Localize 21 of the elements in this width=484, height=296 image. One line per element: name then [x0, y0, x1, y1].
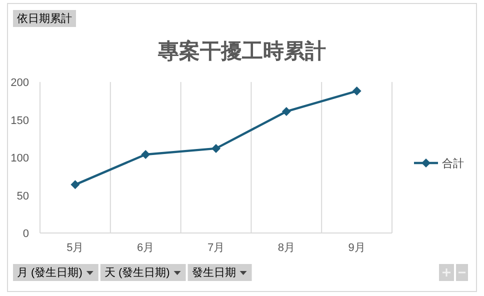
point: [141, 150, 150, 159]
x-tick-label: 9月: [348, 242, 366, 254]
x-tick-label: 8月: [278, 242, 295, 254]
y-tick-label: 200: [10, 77, 29, 89]
text: 天 (發生日期): [104, 266, 170, 279]
text: 依日期累計: [17, 12, 72, 25]
y-tick-label: 50: [16, 190, 29, 202]
text: 發生日期: [192, 266, 236, 279]
x-tick-label: 7月: [207, 242, 225, 254]
point: [212, 144, 220, 153]
y-tick-label: 0: [22, 228, 29, 240]
x-tick-label: 6月: [137, 242, 154, 254]
y-tick-label: 150: [10, 114, 29, 127]
point: [352, 86, 362, 96]
y-tick-label: 100: [10, 152, 29, 164]
legend-label: 合計: [442, 157, 464, 170]
text: 月 (發生日期): [17, 266, 82, 279]
point: [70, 180, 80, 190]
chart-title: 專案干擾工時累計: [157, 39, 326, 63]
x-tick-label: 5月: [66, 242, 84, 254]
point: [282, 106, 291, 116]
